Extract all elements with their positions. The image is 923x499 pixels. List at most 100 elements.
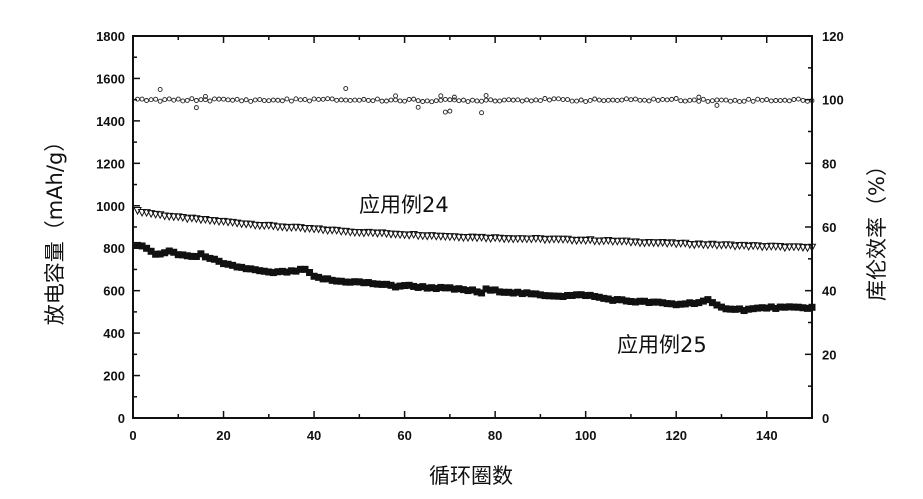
efficiency-point [660,96,666,102]
series-24-point [504,235,514,244]
efficiency-point [691,97,697,103]
efficiency-point [492,98,498,104]
efficiency-point [646,98,652,104]
series-24-point [540,236,550,245]
efficiency-point [307,98,312,104]
efficiency-point [483,97,489,103]
series-25-point [306,269,314,277]
efficiency-point [596,97,602,103]
efficiency-point [587,97,593,103]
efficiency-point [365,97,371,103]
efficiency-point [420,99,426,104]
series-24-point [531,234,541,244]
efficiency-point [488,97,494,103]
series-24-point [721,241,731,250]
efficiency-outlier-point [483,93,489,98]
efficiency-outlier-point [714,102,720,108]
series-24-point [291,223,301,232]
x-tick-label: 100 [575,428,597,443]
series-24-point [454,233,464,242]
efficiency-point [737,99,743,105]
series-24-point [264,221,274,230]
efficiency-outlier-point [415,104,421,110]
efficiency-point [569,98,575,104]
series-24-point [694,240,704,249]
series-24-point [359,229,369,238]
efficiency-point [356,97,362,103]
efficiency-point [438,97,444,103]
efficiency-point [379,98,385,104]
efficiency-outlier-point [442,109,448,115]
series-24-point [373,229,382,238]
efficiency-point [673,96,679,101]
efficiency-point [361,96,367,102]
efficiency-point [252,97,258,103]
series-24-point [798,243,808,252]
series-24-point [789,243,799,252]
series-24-point [730,242,740,251]
efficiency-point [402,98,408,104]
efficiency-point [795,96,801,102]
efficiency-point [230,97,236,103]
series-24-point [567,236,577,245]
efficiency-point [175,96,181,102]
series-24-point [377,229,387,238]
efficiency-point [433,98,439,104]
efficiency-point [705,98,711,104]
efficiency-point [633,96,638,102]
efficiency-point [266,98,272,104]
series-24-point [803,244,812,253]
efficiency-point [556,96,561,102]
efficiency-point [755,96,761,102]
series-24-point [255,222,265,231]
efficiency-point [524,97,530,103]
efficiency-point [374,96,380,102]
series-24-point [287,223,296,232]
series-24-point [717,241,726,250]
efficiency-point [221,96,226,102]
series-24-point [676,239,686,248]
y-tick-label: 1400 [96,114,125,129]
efficiency-point [460,97,466,103]
efficiency-point [270,97,276,103]
axes: 0 20 40 60 80 100 120 1400200400600800100012001… [96,29,844,443]
series-24-point [472,234,482,243]
efficiency-point [284,96,290,102]
y-tick-label: 1000 [96,199,125,214]
x-tick-label: 0 [129,428,136,443]
series-24-point [689,241,699,250]
plot-area [133,86,817,315]
efficiency-point [184,97,190,103]
efficiency-outlier-point [202,94,208,99]
series-24-point [703,241,713,250]
efficiency-point [528,98,534,104]
series-25-point [478,289,486,297]
x-axis-title: 循环圈数 [429,464,513,488]
efficiency-point [547,97,552,103]
series-24-point [490,234,500,243]
series-24-point [486,234,495,244]
series-24-point [554,235,563,244]
efficiency-point [429,99,435,105]
x-tick-label: 140 [756,428,778,443]
series-24-point [427,232,437,241]
efficiency-point [334,97,340,103]
series-24-point [300,225,310,234]
series-24-point [613,237,622,246]
series-24-point [413,232,423,241]
efficiency-point [442,96,448,102]
efficiency-point [664,97,670,103]
series-24-point [513,235,523,244]
efficiency-point [338,97,344,103]
series-24-point [712,241,722,250]
efficiency-point [384,98,389,104]
series-24-point [151,210,160,219]
series-24-point [259,222,269,231]
efficiency-point [605,97,611,103]
efficiency-point [393,97,398,103]
efficiency-point [642,97,647,103]
y-axis-title: 放电容量（mAh/g） [43,131,67,326]
efficiency-point [207,98,213,104]
series-24-point [771,242,781,251]
series-24-point [169,213,179,222]
